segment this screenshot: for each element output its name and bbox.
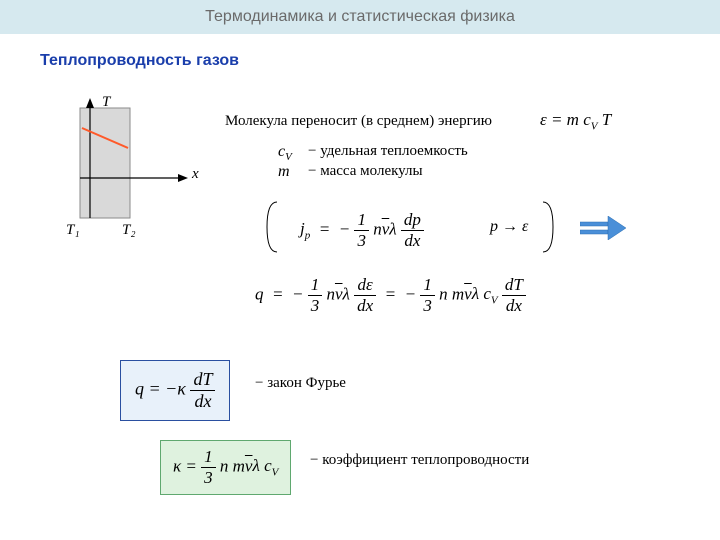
energy-formula: ε = m cV T (540, 110, 611, 132)
kappa-box: κ = 13 n mvλ cV (160, 440, 291, 495)
page-subtitle: Теплопроводность газов (40, 52, 720, 70)
fourier-label: − закон Фурье (255, 375, 346, 392)
cv-symbol: cV (278, 143, 292, 163)
m-symbol: m (278, 163, 290, 181)
t-axis-label: T (102, 94, 110, 111)
kappa-label: − коэффициент теплопроводности (310, 452, 529, 469)
t2-label: T₂ (122, 222, 136, 239)
energy-transport-text: Молекула переносит (в среднем) энергию (225, 113, 492, 130)
q-equation: q = − 13 nvλ dεdx = − 13 n mvλ cV dTdx (255, 275, 526, 316)
jp-equation: jp = − 13 nvλ dpdx (300, 210, 424, 251)
page-header: Термодинамика и статистическая физика (0, 0, 720, 34)
t1-label: T₁ (66, 222, 80, 239)
fourier-law-box: q = −κ dTdx (120, 360, 230, 421)
temperature-diagram: T x T₁ T₂ (70, 98, 180, 228)
header-title: Термодинамика и статистическая физика (205, 8, 515, 25)
p-to-eps: p → ε (490, 218, 528, 236)
cv-definition: − удельная теплоемкость (308, 143, 468, 160)
x-axis-label: x (192, 166, 199, 183)
implies-arrow-icon (580, 216, 626, 245)
m-definition: − масса молекулы (308, 163, 423, 180)
